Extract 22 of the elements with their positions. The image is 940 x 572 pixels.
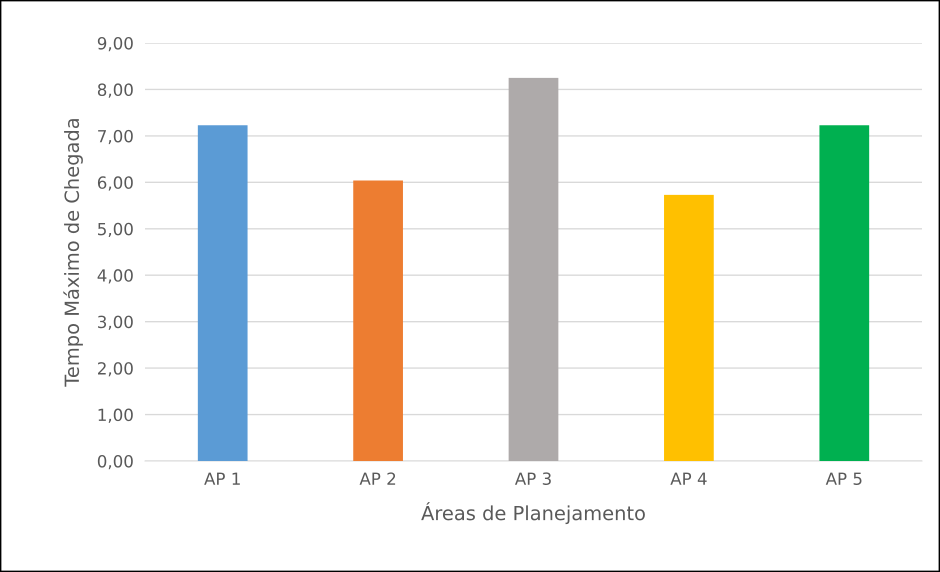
y-tick-label: 5,00	[98, 222, 133, 238]
x-tick-label: AP 3	[514, 472, 551, 486]
bar	[819, 125, 870, 461]
y-tick-label: 4,00	[98, 269, 133, 284]
x-tick-label: AP 4	[670, 472, 707, 485]
y-tick-label: 1,00	[98, 408, 133, 423]
y-tick-label: 0,00	[98, 454, 133, 470]
bar	[664, 194, 714, 461]
y-tick-label: 2,00	[98, 362, 133, 376]
x-tick-label: AP 5	[826, 472, 862, 486]
x-tick-label: AP 1	[204, 472, 240, 485]
bar	[353, 180, 403, 461]
bar	[508, 78, 558, 461]
y-tick-label: 3,00	[98, 316, 133, 330]
y-tick-label: 9,00	[98, 36, 133, 52]
y-tick-label: 6,00	[98, 176, 133, 191]
bar	[198, 125, 248, 461]
y-tick-label: 8,00	[98, 83, 133, 98]
y-tick-label: 7,00	[98, 130, 133, 144]
y-axis-title: Tempo Máximo de Chegada	[63, 119, 83, 387]
x-axis-title: Áreas de Planejamento	[421, 502, 645, 524]
x-tick-label: AP 2	[360, 472, 396, 485]
